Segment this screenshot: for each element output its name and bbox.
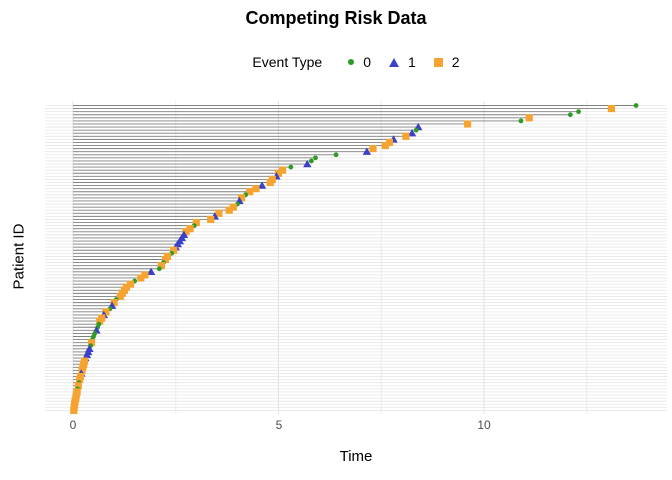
event-marker	[381, 141, 389, 150]
event-marker	[567, 112, 573, 118]
event-marker	[279, 166, 287, 174]
event-markers	[70, 103, 639, 414]
triangle-icon	[389, 57, 399, 67]
event-marker	[308, 158, 314, 164]
x-axis-title: Time	[339, 448, 373, 465]
event-marker	[463, 120, 472, 128]
vertical-gridlines	[72, 101, 588, 414]
event-marker	[74, 382, 82, 390]
event-marker	[413, 127, 419, 133]
event-marker	[237, 194, 246, 202]
event-marker	[252, 185, 260, 193]
event-marker	[146, 267, 156, 276]
square-icon	[433, 57, 443, 67]
legend-label: 0	[363, 54, 371, 70]
chart-title: Competing Risk Data	[245, 8, 427, 28]
event-marker	[116, 292, 124, 301]
event-marker	[75, 376, 84, 384]
legend-item-event-2: 2	[433, 54, 460, 70]
event-marker	[362, 147, 372, 155]
event-marker	[161, 255, 170, 264]
event-marker	[182, 228, 190, 236]
event-marker	[192, 218, 200, 227]
event-marker	[225, 206, 233, 214]
circle-icon	[348, 59, 355, 65]
event-marker	[607, 104, 616, 113]
event-marker	[141, 271, 149, 279]
event-marker	[157, 262, 165, 270]
event-marker	[156, 266, 162, 272]
event-marker	[126, 280, 135, 288]
event-marker	[87, 339, 96, 347]
event-marker	[407, 129, 417, 137]
event-marker	[333, 152, 339, 158]
event-marker	[313, 155, 318, 161]
event-marker	[102, 308, 110, 316]
event-marker	[525, 114, 533, 122]
event-marker	[518, 118, 524, 124]
event-marker	[303, 159, 312, 168]
legend-item-event-0: 0	[348, 54, 371, 70]
event-marker	[257, 181, 267, 189]
event-marker	[633, 103, 639, 108]
event-marker	[266, 178, 274, 187]
event-marker	[70, 406, 78, 414]
event-marker	[96, 317, 104, 325]
event-marker	[170, 246, 178, 254]
event-marker	[78, 366, 86, 374]
event-marker	[385, 138, 394, 147]
patient-segments	[73, 105, 637, 411]
event-marker	[288, 164, 294, 170]
event-marker	[274, 169, 283, 177]
plot-panel	[45, 101, 667, 414]
event-marker	[110, 299, 118, 307]
legend-title: Event Type	[252, 54, 323, 70]
x-tick-0: 0	[69, 418, 77, 432]
event-marker	[215, 209, 223, 217]
event-marker	[246, 188, 254, 196]
legend-label: 2	[451, 54, 460, 70]
y-axis-title: Patient ID	[10, 223, 28, 290]
event-marker	[207, 215, 215, 224]
event-marker	[137, 274, 145, 282]
legend-label: 1	[408, 54, 416, 70]
x-tick-5: 5	[275, 418, 283, 432]
legend-item-event-1: 1	[389, 54, 416, 70]
event-marker	[229, 203, 237, 211]
event-marker	[369, 145, 377, 153]
x-tick-10: 10	[477, 418, 491, 432]
event-marker	[402, 132, 410, 140]
event-marker	[186, 225, 194, 233]
legend: Event Type 0 1 2	[45, 54, 667, 70]
event-marker	[576, 109, 581, 115]
row-gridlines	[45, 105, 667, 411]
